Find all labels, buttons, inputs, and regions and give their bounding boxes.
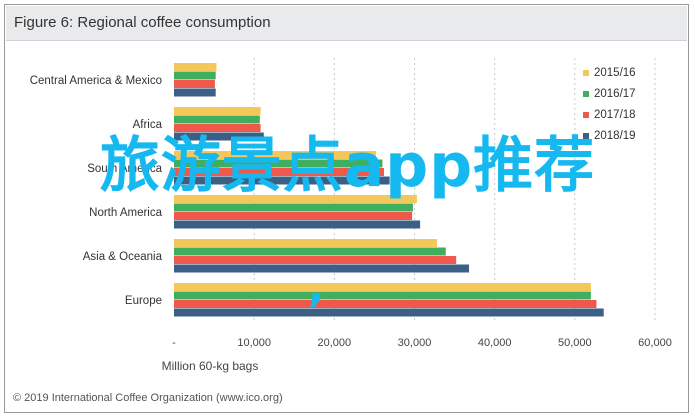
bar-2016-17 [174, 115, 260, 124]
bar-2015-16 [174, 195, 417, 203]
bar-2016-17 [174, 159, 383, 168]
category-label: Asia & Oceania [83, 251, 163, 263]
bar-2015-16 [174, 151, 377, 159]
bar-2016-17 [174, 291, 591, 300]
bar-2017-18 [174, 300, 597, 308]
legend-label: 2018/19 [594, 130, 636, 142]
category-label: North America [89, 207, 162, 219]
bar-2017-18 [174, 212, 413, 220]
title-bar: Figure 6: Regional coffee consumption [6, 6, 687, 41]
legend-label: 2015/16 [594, 67, 636, 79]
bar-2017-18 [174, 80, 215, 88]
bar-2015-16 [174, 239, 437, 247]
overlay-comma: , [308, 262, 324, 311]
legend-swatch [583, 91, 589, 97]
bar-2017-18 [174, 124, 261, 132]
category-label: Africa [133, 119, 163, 131]
x-tick-label: 30,000 [398, 337, 432, 349]
x-tick-label: 10,000 [237, 337, 271, 349]
bar-2015-16 [174, 283, 591, 291]
gridlines [253, 58, 656, 322]
x-tick-label: 50,000 [558, 337, 592, 349]
x-tick-label: 20,000 [318, 337, 352, 349]
bar-2018-19 [174, 132, 264, 141]
bar-2018-19 [174, 220, 421, 229]
x-tick-label: 60,000 [638, 337, 672, 349]
category-labels: Central America & Mexico Africa South Amer… [30, 75, 163, 307]
bar-2016-17 [174, 203, 413, 212]
bar-2017-18 [174, 168, 385, 176]
bar-2018-19 [174, 264, 470, 273]
category-label: South America [87, 163, 162, 175]
legend: 2015/16 2016/17 2017/18 2018/19 [583, 67, 636, 142]
copyright-note: © 2019 International Coffee Organization… [13, 392, 283, 404]
bar-2015-16 [174, 107, 261, 115]
bar-2018-19 [174, 308, 604, 317]
legend-label: 2016/17 [594, 88, 636, 100]
bar-2015-16 [174, 63, 217, 71]
bar-2018-19 [174, 88, 216, 97]
bars [174, 63, 604, 317]
legend-swatch [583, 133, 589, 139]
bar-2016-17 [174, 247, 446, 256]
bar-2016-17 [174, 71, 216, 80]
legend-swatch [583, 112, 589, 118]
x-axis-label: Million 60-kg bags [162, 359, 259, 373]
x-tick-label: - [172, 337, 176, 349]
category-label: Europe [125, 295, 162, 307]
category-label: Central America & Mexico [30, 75, 162, 87]
bar-2018-19 [174, 176, 390, 185]
x-tick-labels: - 10,000 20,000 30,000 40,000 50,000 60,000 [172, 337, 672, 349]
legend-label: 2017/18 [594, 109, 636, 121]
bar-2017-18 [174, 256, 457, 264]
chart-title: Figure 6: Regional coffee consumption [14, 14, 271, 31]
overlay-watermark-text: 旅游景点app推荐 [99, 131, 596, 201]
x-tick-label: 40,000 [478, 337, 512, 349]
legend-swatch [583, 70, 589, 76]
